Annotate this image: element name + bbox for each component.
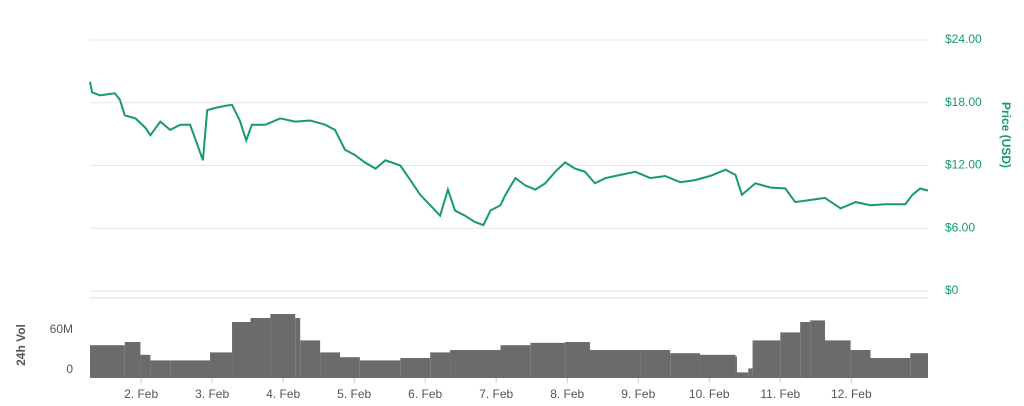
- volume-bar: [735, 356, 737, 378]
- x-tick-label: 7. Feb: [479, 387, 513, 401]
- volume-bar: [339, 357, 360, 378]
- volume-bar: [250, 318, 271, 378]
- volume-bar: [232, 322, 251, 378]
- volume-bar: [430, 352, 451, 378]
- volume-bar: [500, 345, 531, 378]
- volume-bar: [670, 353, 701, 378]
- x-tick-label: 3. Feb: [195, 387, 229, 401]
- y-tick-label: 0: [66, 362, 73, 376]
- volume-bar: [450, 350, 501, 378]
- volume-bar: [736, 372, 749, 378]
- volume-bar: [170, 360, 211, 378]
- volume-bar: [910, 353, 928, 378]
- volume-bar: [124, 342, 141, 378]
- y-axis-title: Price (USD): [999, 102, 1013, 168]
- volume-bar: [530, 342, 566, 378]
- x-tick-label: 2. Feb: [124, 387, 158, 401]
- volume-bar: [700, 354, 736, 378]
- volume-bar: [752, 340, 781, 378]
- y-tick-label: 60M: [50, 322, 73, 336]
- x-tick-label: 6. Feb: [408, 387, 442, 401]
- volume-bar: [565, 342, 590, 378]
- x-tick-label: 12. Feb: [831, 387, 872, 401]
- volume-bar: [825, 340, 851, 378]
- volume-bar: [589, 350, 641, 378]
- x-tick-label: 8. Feb: [550, 387, 584, 401]
- x-tick-label: 4. Feb: [266, 387, 300, 401]
- volume-bar: [150, 360, 171, 378]
- x-tick-label: 10. Feb: [689, 387, 730, 401]
- volume-bar: [140, 354, 151, 378]
- volume-bar: [300, 340, 321, 378]
- x-tick-label: 9. Feb: [621, 387, 655, 401]
- volume-bar: [320, 352, 340, 378]
- volume-bar: [359, 360, 401, 378]
- volume-bar: [90, 345, 125, 378]
- volume-bar: [400, 358, 431, 378]
- volume-bar: [640, 350, 671, 378]
- volume-bar: [810, 320, 826, 378]
- x-tick-label: 11. Feb: [760, 387, 800, 401]
- y-tick-label: $0: [945, 283, 959, 297]
- y-tick-label: $24.00: [945, 32, 982, 46]
- volume-bar: [295, 318, 301, 378]
- y-axis-title: 24h Vol: [14, 324, 28, 366]
- volume-bar: [748, 368, 753, 378]
- price-line: [89, 81, 929, 227]
- volume-bar: [870, 358, 911, 378]
- volume-bar: [210, 352, 233, 378]
- y-tick-label: $6.00: [945, 220, 975, 234]
- volume-bar: [270, 314, 296, 378]
- volume-bar: [800, 322, 811, 378]
- x-tick-label: 5. Feb: [337, 387, 371, 401]
- volume-bar: [780, 332, 801, 378]
- y-tick-label: $12.00: [945, 158, 982, 172]
- y-tick-label: $18.00: [945, 95, 982, 109]
- volume-bar: [850, 350, 871, 378]
